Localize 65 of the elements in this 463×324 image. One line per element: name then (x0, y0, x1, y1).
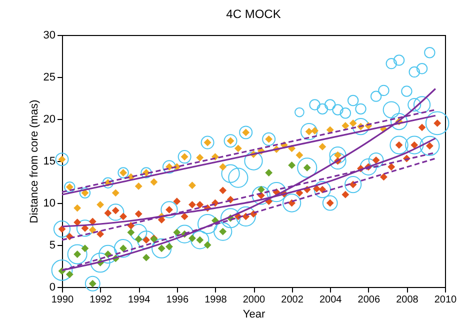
y-tick-label: 5 (49, 240, 56, 252)
point (219, 186, 227, 194)
x-tick-label: 2010 (434, 294, 458, 306)
point (311, 127, 318, 134)
point (88, 226, 96, 234)
y-tick-label: 10 (43, 198, 56, 210)
point (265, 169, 273, 176)
point (81, 244, 89, 252)
y-axis-title: Distance from core (mas) (28, 100, 40, 224)
point (96, 230, 104, 238)
point (296, 151, 304, 159)
y-tick-label: 30 (43, 30, 56, 42)
x-tick-label: 1998 (204, 294, 228, 306)
chart-title: 4C MOCK (226, 7, 281, 21)
point (196, 154, 204, 162)
point (134, 235, 142, 243)
point (234, 144, 242, 152)
x-tick-label: 1994 (128, 294, 151, 306)
x-axis-title: Year (242, 308, 266, 320)
point (166, 242, 173, 250)
point (380, 173, 388, 181)
point (112, 189, 120, 197)
point (349, 119, 357, 127)
x-tick-label: 2008 (396, 294, 419, 306)
point (318, 143, 326, 150)
point (180, 212, 188, 220)
point (173, 228, 181, 236)
point (188, 234, 196, 242)
point (104, 209, 112, 217)
point (142, 254, 150, 262)
point (418, 124, 426, 132)
x-tick-label: 2004 (319, 294, 342, 306)
point (66, 270, 74, 278)
point (312, 185, 320, 192)
point (134, 210, 142, 218)
point (120, 212, 127, 220)
point (342, 190, 350, 198)
y-tick-label: 25 (43, 72, 56, 84)
point (388, 163, 396, 171)
x-tick-label: 2002 (281, 294, 304, 306)
x-tick-label: 1996 (166, 294, 189, 306)
point (96, 200, 104, 208)
x-tick-label: 2006 (358, 294, 380, 306)
x-tick-label: 1990 (51, 294, 74, 306)
point (196, 200, 204, 208)
x-tick-label: 2000 (242, 294, 266, 306)
point (257, 186, 265, 194)
point (188, 182, 196, 190)
point (88, 218, 96, 226)
point (188, 200, 196, 208)
y-tick-label: 0 (49, 282, 56, 294)
x-tick-label: 1992 (90, 294, 112, 306)
y-tick-label: 20 (43, 114, 56, 126)
y-tick-label: 15 (43, 156, 56, 168)
point (342, 122, 350, 130)
point (158, 216, 166, 224)
point (173, 198, 181, 206)
point (150, 178, 158, 186)
point (288, 161, 296, 169)
point (204, 241, 212, 249)
point (74, 204, 82, 212)
point (127, 228, 135, 236)
point (219, 163, 227, 171)
point (326, 126, 334, 134)
point (134, 182, 142, 190)
